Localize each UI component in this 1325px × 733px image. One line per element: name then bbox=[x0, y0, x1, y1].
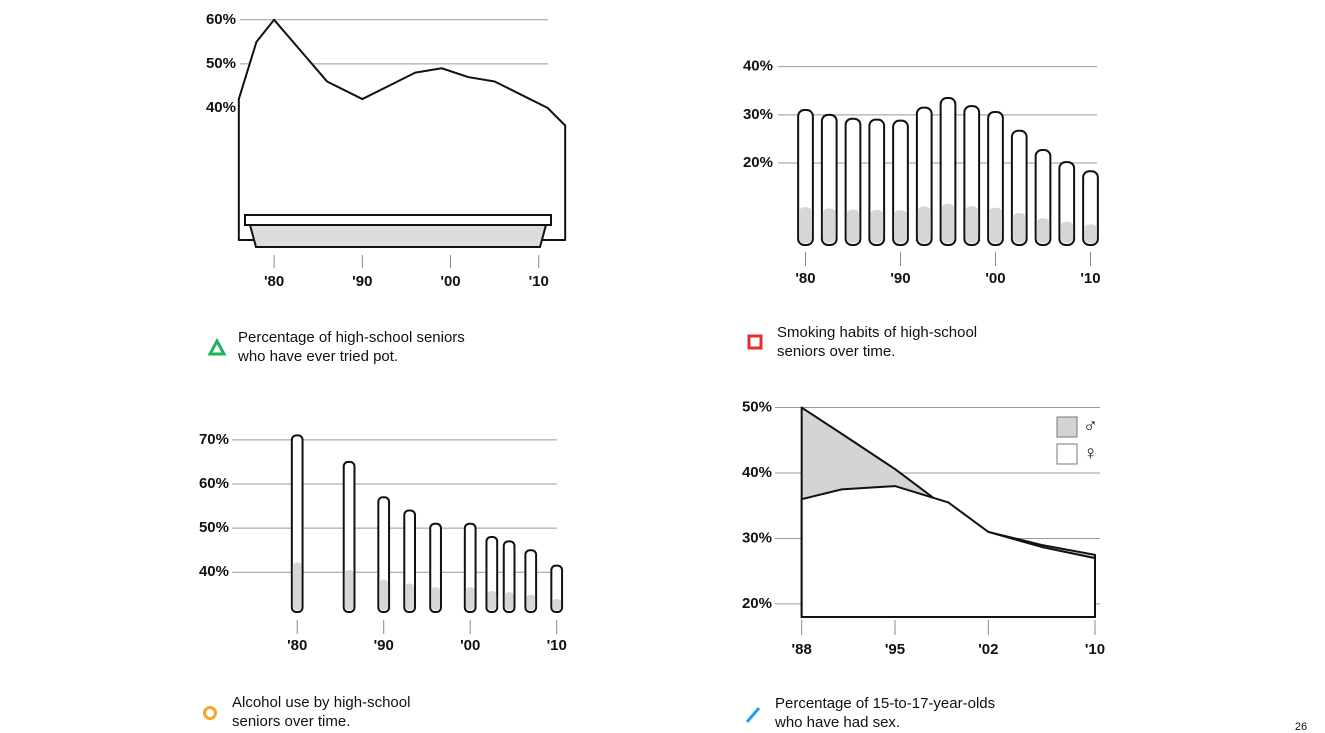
legend-label: ♀ bbox=[1083, 442, 1098, 464]
bar-shade bbox=[822, 208, 836, 243]
bar-shade bbox=[344, 569, 354, 610]
bar-shade bbox=[1012, 213, 1026, 243]
caption-icon bbox=[207, 337, 227, 356]
x-tick-label: '10 bbox=[1080, 270, 1100, 287]
y-tick-label: 20% bbox=[742, 595, 772, 612]
legend-label: ♂ bbox=[1083, 415, 1098, 437]
chart-panel: 40% 50% 60% '80 '90 '00 '10 Percentage of high-… bbox=[206, 11, 567, 365]
bar-shade bbox=[379, 579, 389, 610]
legend-swatch bbox=[1056, 416, 1078, 438]
y-tick-label: 40% bbox=[743, 58, 773, 75]
bar-shade bbox=[1060, 221, 1074, 243]
y-tick-label: 40% bbox=[206, 99, 236, 116]
y-tick-label: 50% bbox=[199, 519, 229, 536]
x-tick-label: '90 bbox=[890, 270, 910, 287]
y-tick-label: 40% bbox=[199, 563, 229, 580]
caption-line: Percentage of 15-to-17-year-olds bbox=[775, 695, 995, 712]
caption-icon bbox=[747, 334, 763, 350]
bar-shade bbox=[846, 209, 860, 243]
caption-line: who have had sex. bbox=[774, 714, 900, 731]
x-tick-label: '90 bbox=[374, 637, 394, 654]
chart-panel: 20% 30% 40% 50% '88 '95 '02 '10 ♂ ♀ Percentage of … bbox=[742, 399, 1105, 731]
bar-shade bbox=[487, 590, 497, 610]
x-tick-label: '00 bbox=[460, 637, 480, 654]
bar-shade bbox=[989, 207, 1002, 243]
y-tick-label: 50% bbox=[206, 55, 236, 72]
area bbox=[800, 485, 1096, 618]
caption-icon bbox=[203, 706, 217, 720]
pot-rim bbox=[244, 214, 552, 226]
caption-line: seniors over time. bbox=[777, 343, 895, 360]
caption-line: Alcohol use by high-school bbox=[232, 694, 410, 711]
bar-shade bbox=[504, 592, 514, 610]
x-tick-label: '00 bbox=[440, 273, 460, 290]
y-tick-label: 50% bbox=[742, 399, 772, 416]
bar-shade bbox=[526, 594, 536, 610]
y-tick-label: 40% bbox=[742, 464, 772, 481]
bar-shade bbox=[292, 562, 302, 610]
bar-shade bbox=[894, 210, 907, 243]
bar-shade bbox=[965, 206, 979, 243]
x-tick-label: '90 bbox=[352, 273, 372, 290]
area bbox=[237, 18, 567, 241]
caption-icon bbox=[745, 707, 761, 723]
y-tick-label: 60% bbox=[206, 11, 236, 28]
x-tick-label: '00 bbox=[985, 270, 1005, 287]
page-number: 26 bbox=[1295, 721, 1307, 733]
y-tick-label: 30% bbox=[742, 529, 772, 546]
bar-shade bbox=[431, 587, 440, 610]
x-tick-label: '95 bbox=[885, 641, 905, 658]
caption-line: who have ever tried pot. bbox=[237, 348, 398, 365]
x-tick-label: '02 bbox=[978, 641, 998, 658]
x-tick-label: '10 bbox=[529, 273, 549, 290]
pot-body bbox=[248, 224, 548, 248]
bar-shade bbox=[941, 203, 955, 243]
bar-shade bbox=[405, 583, 415, 610]
caption-line: Percentage of high-school seniors bbox=[238, 329, 465, 346]
x-tick-label: '80 bbox=[287, 637, 307, 654]
caption-line: Smoking habits of high-school bbox=[777, 324, 977, 341]
y-tick-label: 70% bbox=[199, 431, 229, 448]
chart-panel: 20% 30% 40% '80 '90 '00 '10 Smoking habits of h… bbox=[743, 58, 1101, 360]
y-tick-label: 30% bbox=[743, 106, 773, 123]
bar-shade bbox=[1036, 218, 1050, 243]
y-tick-label: 60% bbox=[199, 475, 229, 492]
bar-shade bbox=[917, 206, 931, 243]
bar-shade bbox=[552, 599, 562, 610]
x-tick-label: '88 bbox=[792, 641, 812, 658]
chart-panel: 40% 50% 60% 70% '80 '90 '00 '10 Alcohol use by h… bbox=[199, 431, 567, 730]
legend-swatch bbox=[1056, 443, 1078, 465]
bar-shade bbox=[1084, 224, 1097, 243]
y-tick-label: 20% bbox=[743, 154, 773, 171]
bar-shade bbox=[870, 209, 884, 243]
x-tick-label: '10 bbox=[547, 637, 567, 654]
caption-line: seniors over time. bbox=[232, 713, 350, 730]
x-tick-label: '10 bbox=[1085, 641, 1105, 658]
bar-shade bbox=[465, 587, 475, 610]
bar-shade bbox=[799, 207, 812, 243]
x-tick-label: '80 bbox=[264, 273, 284, 290]
x-tick-label: '80 bbox=[795, 270, 815, 287]
